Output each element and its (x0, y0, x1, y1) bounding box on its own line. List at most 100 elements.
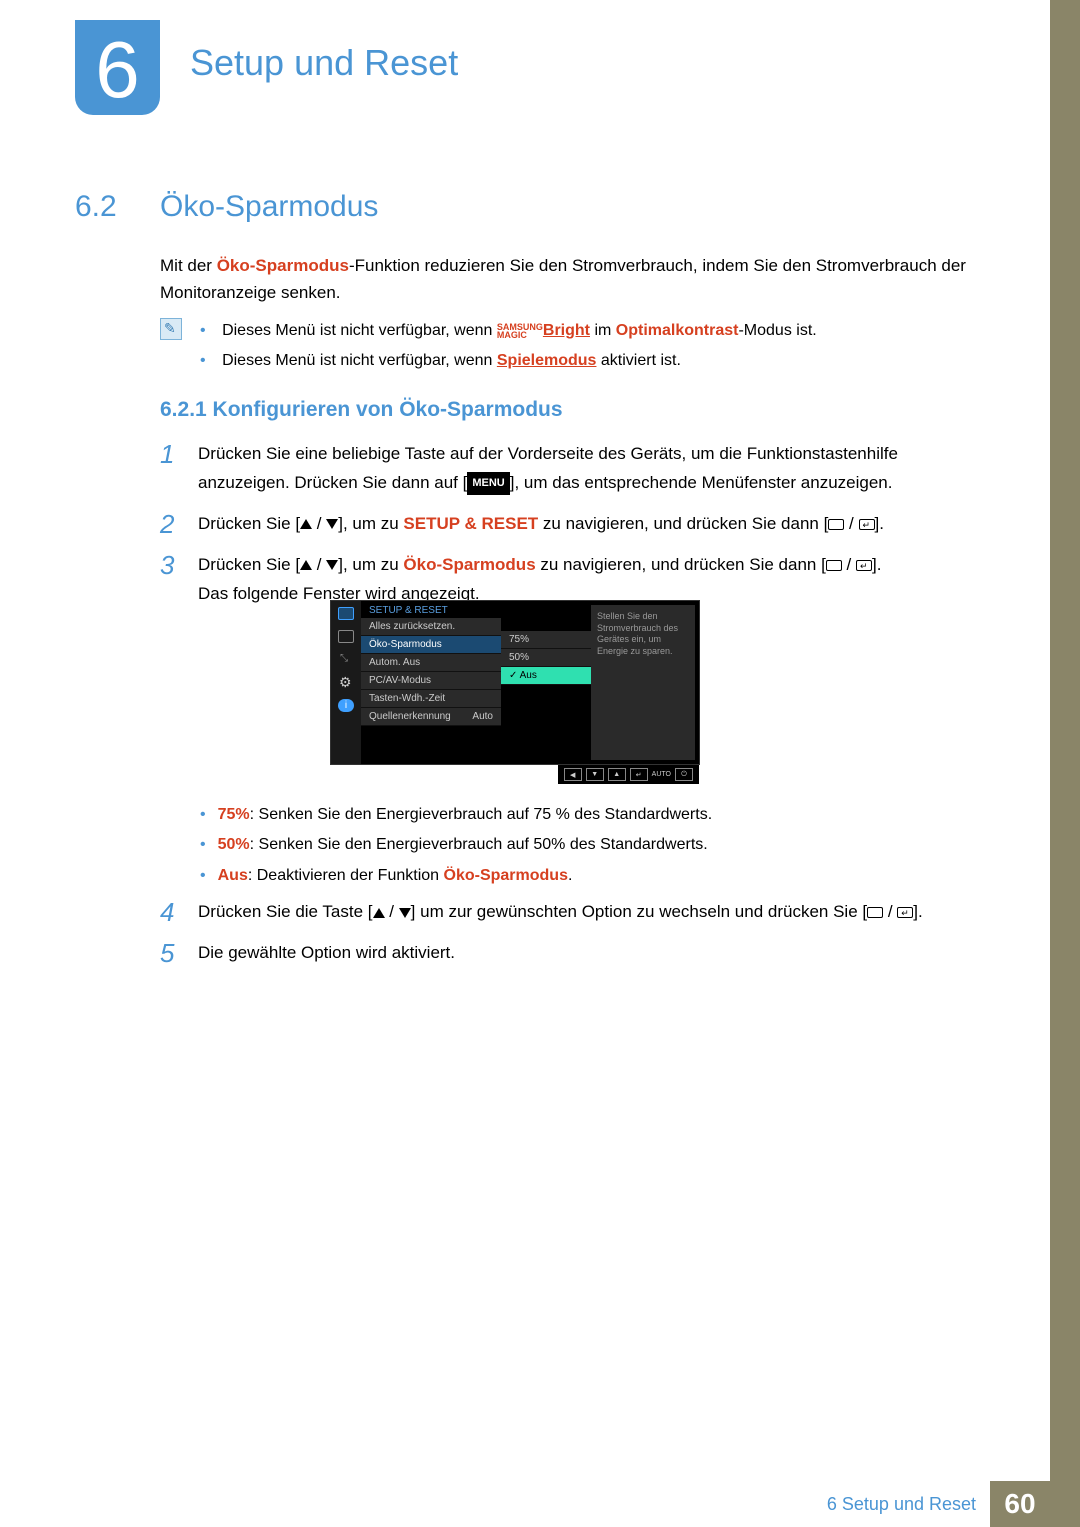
intro-pre: Mit der (160, 256, 217, 275)
triangle-down-icon (399, 908, 411, 918)
menu-key-icon: MENU (467, 472, 509, 495)
osd-sub-50: 50% (501, 649, 591, 667)
osd-size-icon: ⤡ (338, 653, 354, 666)
osd-i5: Quellenerkennung (369, 711, 451, 722)
n1-bright: Bright (543, 322, 590, 339)
return-icon (897, 907, 913, 918)
osd-nav-down-icon: ▼ (586, 768, 604, 781)
osd-i2: Autom. Aus (369, 657, 420, 668)
s3-mid2: zu navigieren, und drücken Sie dann [ (536, 555, 826, 574)
note-box: Dieses Menü ist nicht verfügbar, wenn SA… (160, 316, 990, 377)
osd-item-keyrep: Tasten-Wdh.-Zeit (361, 690, 501, 708)
footer-page-number: 60 (990, 1481, 1050, 1527)
b1-text: : Senken Sie den Energieverbrauch auf 75… (250, 806, 713, 823)
triangle-up-icon (300, 519, 312, 529)
triangle-down-icon (326, 560, 338, 570)
osd-item-autooff: Autom. Aus (361, 654, 501, 672)
triangle-up-icon (300, 560, 312, 570)
s4-post: ]. (913, 902, 922, 921)
s4-mid: ] um zur gewünschten Option zu wechseln … (411, 902, 867, 921)
b3-strong2: Öko-Sparmodus (444, 867, 568, 884)
s1-post: ], um das entsprechende Menüfenster anzu… (510, 473, 893, 492)
note-item-1: Dieses Menü ist nicht verfügbar, wenn SA… (200, 316, 817, 346)
n2-pre: Dieses Menü ist nicht verfügbar, wenn (222, 352, 497, 369)
s2-mid2: zu navigieren, und drücken Sie dann [ (538, 514, 828, 533)
step-5-body: Die gewählte Option wird aktiviert. (198, 939, 455, 968)
bullet-aus: Aus: Deaktivieren der Funktion Öko-Sparm… (200, 861, 980, 891)
s3-post: ]. (872, 555, 881, 574)
chapter-number-badge: 6 (75, 20, 160, 115)
b1-strong: 75% (218, 806, 250, 823)
osd-screenshot: ⤡ ⚙ i SETUP & RESET Alles zurücksetzen. … (330, 600, 700, 765)
n1-opt: Optimalkontrast (616, 322, 739, 339)
osd-list-icon (338, 630, 354, 643)
osd-item-eco: Öko-Sparmodus (361, 636, 501, 654)
n1-post: -Modus ist. (738, 322, 816, 339)
note-icon (160, 318, 182, 340)
b3-post: . (568, 867, 572, 884)
osd-monitor-icon (338, 607, 354, 620)
step-1-body: Drücken Sie eine beliebige Taste auf der… (198, 440, 990, 498)
s3-pre: Drücken Sie [ (198, 555, 300, 574)
n2-post: aktiviert ist. (596, 352, 680, 369)
step-4-body: Drücken Sie die Taste [ / ] um zur gewün… (198, 898, 923, 927)
triangle-down-icon (326, 519, 338, 529)
osd-i0: Alles zurücksetzen. (369, 621, 455, 632)
s2-post: ]. (875, 514, 884, 533)
b2-strong: 50% (218, 836, 250, 853)
return-icon (856, 560, 872, 571)
osd-i4: Tasten-Wdh.-Zeit (369, 693, 445, 704)
samsung-magic-icon: SAMSUNGMAGIC (497, 323, 543, 339)
checkmark-icon: ✓ (509, 670, 517, 681)
page-footer: 6 Setup und Reset 60 (827, 1481, 1050, 1527)
step-5-num: 5 (160, 939, 180, 968)
note-list: Dieses Menü ist nicht verfügbar, wenn SA… (200, 316, 817, 377)
section-number: 6.2 (75, 190, 117, 224)
s2-pre: Drücken Sie [ (198, 514, 300, 533)
osd-sidebar-icons: ⤡ ⚙ i (331, 601, 361, 764)
steps-list-2: 4 Drücken Sie die Taste [ / ] um zur gew… (160, 898, 990, 980)
osd-nav-left-icon: ◀ (564, 768, 582, 781)
osd-description: Stellen Sie den Stromverbrauch des Gerät… (591, 605, 695, 760)
rect-icon (828, 519, 844, 530)
n1-mid: im (590, 322, 616, 339)
s4-pre: Drücken Sie die Taste [ (198, 902, 373, 921)
s3-target: Öko-Sparmodus (403, 555, 535, 574)
osd-sub-75: 75% (501, 631, 591, 649)
osd-item-reset: Alles zurücksetzen. (361, 618, 501, 636)
osd-i1: Öko-Sparmodus (369, 639, 442, 650)
step-4-num: 4 (160, 898, 180, 927)
osd-sub-aus: ✓ Aus (501, 667, 591, 685)
osd-sub-aus-label: Aus (520, 670, 537, 681)
step-5: 5 Die gewählte Option wird aktiviert. (160, 939, 990, 968)
b3-text: : Deaktivieren der Funktion (248, 867, 444, 884)
step-4: 4 Drücken Sie die Taste [ / ] um zur gew… (160, 898, 990, 927)
s2-target: SETUP & RESET (403, 514, 538, 533)
rect-icon (826, 560, 842, 571)
step-3-num: 3 (160, 551, 180, 609)
return-icon (859, 519, 875, 530)
bullet-75: 75%: Senken Sie den Energieverbrauch auf… (200, 800, 980, 830)
step-2-body: Drücken Sie [ / ], um zu SETUP & RESET z… (198, 510, 884, 539)
step-1-num: 1 (160, 440, 180, 498)
step-1: 1 Drücken Sie eine beliebige Taste auf d… (160, 440, 990, 498)
bullet-50: 50%: Senken Sie den Energieverbrauch auf… (200, 830, 980, 860)
s2-mid: ], um zu (338, 514, 403, 533)
steps-list: 1 Drücken Sie eine beliebige Taste auf d… (160, 440, 990, 620)
osd-header: SETUP & RESET (361, 601, 501, 618)
intro-paragraph: Mit der Öko-Sparmodus-Funktion reduziere… (160, 252, 990, 306)
note-item-2: Dieses Menü ist nicht verfügbar, wenn Sp… (200, 346, 817, 376)
n1-pre: Dieses Menü ist nicht verfügbar, wenn (222, 322, 497, 339)
intro-strong: Öko-Sparmodus (217, 256, 349, 275)
step-2-num: 2 (160, 510, 180, 539)
osd-nav-bar: ◀ ▼ ▲ ↵ AUTO ⏻ (558, 765, 699, 784)
osd-i5-val: Auto (472, 711, 493, 722)
option-bullets: 75%: Senken Sie den Energieverbrauch auf… (200, 800, 980, 891)
osd-menu: SETUP & RESET Alles zurücksetzen. Öko-Sp… (361, 601, 501, 764)
osd-gear-icon: ⚙ (338, 676, 354, 689)
b2-text: : Senken Sie den Energieverbrauch auf 50… (250, 836, 708, 853)
rect-icon (867, 907, 883, 918)
magic-bot: MAGIC (497, 330, 527, 340)
side-accent-bar (1050, 0, 1080, 1527)
n2-game: Spielemodus (497, 352, 597, 369)
